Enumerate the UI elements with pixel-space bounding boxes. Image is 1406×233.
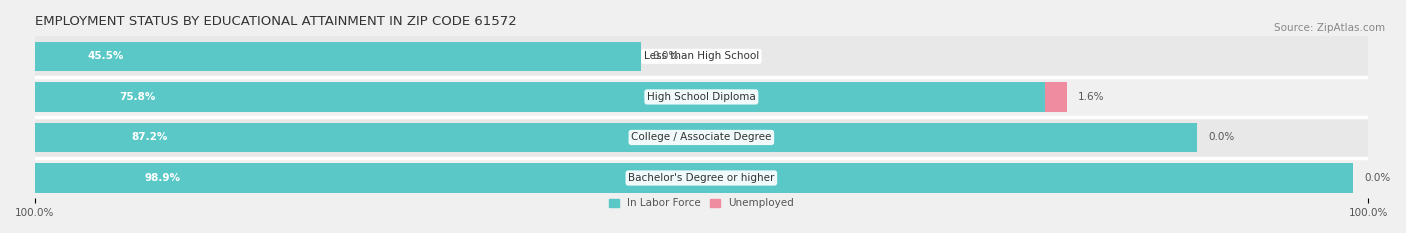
Bar (35, 158, 1368, 198)
Bar (35, 117, 1368, 158)
Text: High School Diploma: High School Diploma (647, 92, 756, 102)
Text: 45.5%: 45.5% (87, 51, 124, 61)
Text: 75.8%: 75.8% (120, 92, 156, 102)
Text: 98.9%: 98.9% (145, 173, 180, 183)
Text: 87.2%: 87.2% (132, 133, 169, 142)
Text: 0.0%: 0.0% (1364, 173, 1391, 183)
Text: EMPLOYMENT STATUS BY EDUCATIONAL ATTAINMENT IN ZIP CODE 61572: EMPLOYMENT STATUS BY EDUCATIONAL ATTAINM… (35, 15, 516, 28)
Text: College / Associate Degree: College / Associate Degree (631, 133, 772, 142)
Text: Source: ZipAtlas.com: Source: ZipAtlas.com (1274, 23, 1385, 33)
Text: Less than High School: Less than High School (644, 51, 759, 61)
Bar (35, 77, 1368, 117)
Bar (35, 82, 1045, 112)
Bar (35, 163, 1354, 193)
Bar (35, 42, 641, 71)
Text: 0.0%: 0.0% (652, 51, 678, 61)
Text: 0.0%: 0.0% (1208, 133, 1234, 142)
Bar (1045, 82, 1067, 112)
Text: Bachelor's Degree or higher: Bachelor's Degree or higher (628, 173, 775, 183)
Bar (35, 36, 1368, 77)
Legend: In Labor Force, Unemployed: In Labor Force, Unemployed (605, 194, 799, 212)
Text: 1.6%: 1.6% (1077, 92, 1104, 102)
Bar (35, 123, 1198, 152)
